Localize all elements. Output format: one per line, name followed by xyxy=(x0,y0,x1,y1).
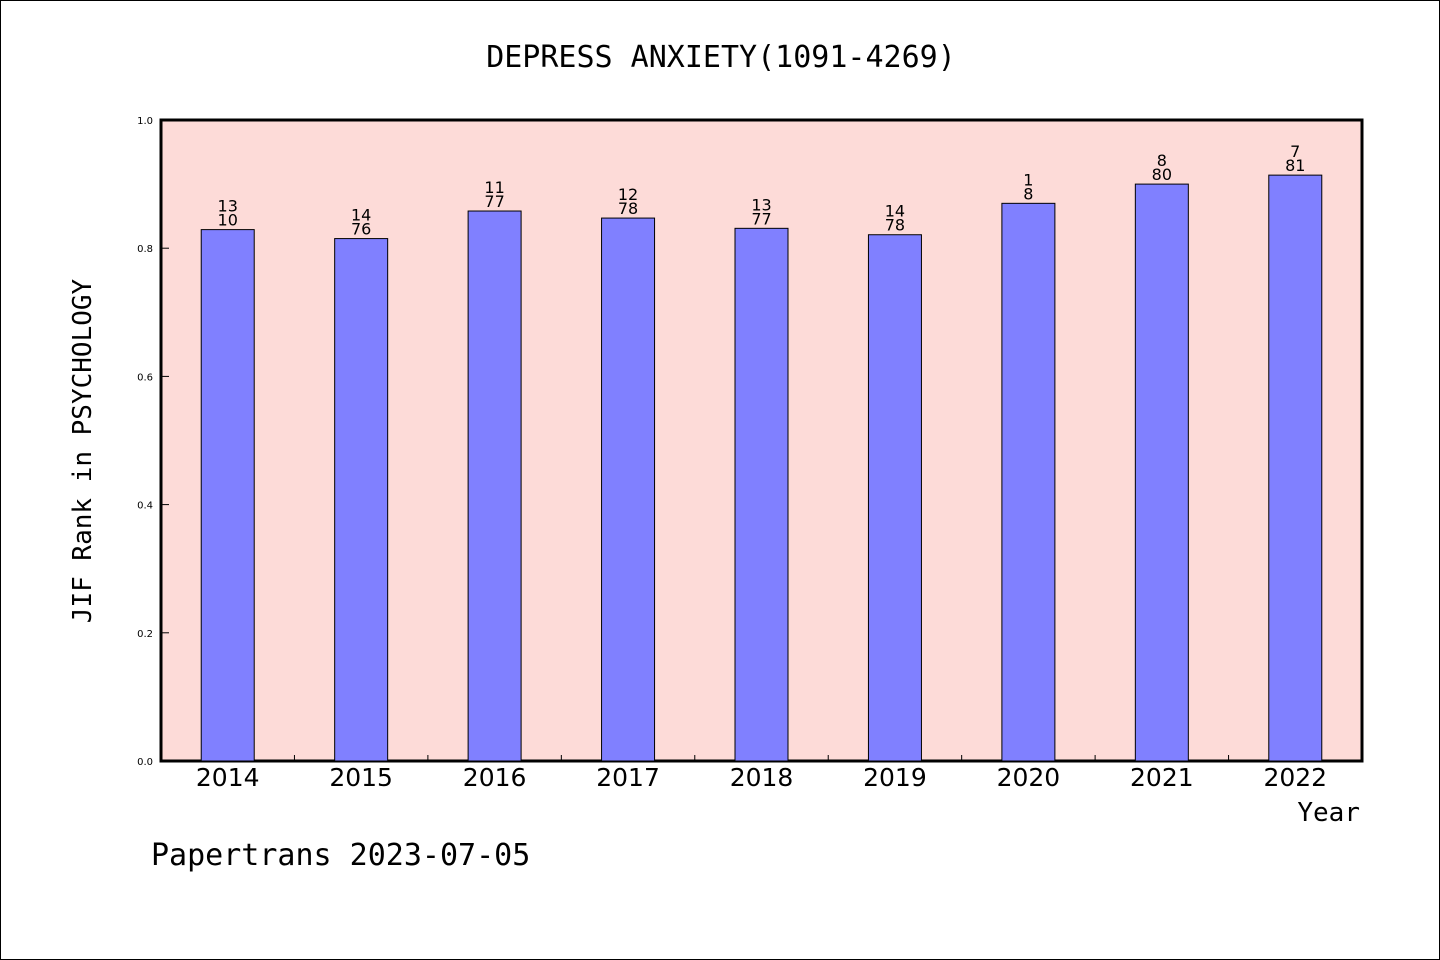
x-tick-label-2021: 2021 xyxy=(1130,763,1194,792)
rank-label-2017: 12 xyxy=(618,185,638,204)
total-label-2015: 76 xyxy=(351,220,371,239)
bar-2021 xyxy=(1134,183,1189,762)
x-tick-label-2017: 2017 xyxy=(596,763,660,792)
chart-title: DEPRESS ANXIETY(1091-4269) xyxy=(486,40,956,75)
total-label-2019: 78 xyxy=(885,216,905,235)
x-tick-label-2016: 2016 xyxy=(463,763,527,792)
rank-label-2019: 14 xyxy=(885,202,905,221)
bar-2015 xyxy=(334,238,389,762)
rank-label-2016: 11 xyxy=(484,178,504,197)
y-tick-label: 0.4 xyxy=(137,501,153,512)
rank-label-2018: 13 xyxy=(751,195,771,214)
total-label-2016: 77 xyxy=(484,192,504,211)
total-label-2018: 77 xyxy=(751,209,771,228)
bar-2022 xyxy=(1268,174,1323,762)
bar-2019 xyxy=(867,234,922,762)
total-label-2017: 78 xyxy=(618,199,638,218)
x-ticks-group: 2014 2015 2016 2017 2018 2019 2020 2021 2022 xyxy=(196,755,1327,792)
y-axis-title: JIF Rank in PSYCHOLOGY xyxy=(68,278,98,623)
total-label-2014: 10 xyxy=(218,211,238,230)
rank-label-2022: 7 xyxy=(1290,142,1300,161)
bars-group xyxy=(200,174,1323,762)
y-tick-label: 0.8 xyxy=(137,244,153,255)
rank-label-2020: 1 xyxy=(1023,170,1033,189)
total-label-2021: 80 xyxy=(1152,165,1172,184)
x-tick-label-2015: 2015 xyxy=(329,763,393,792)
x-axis-title: Year xyxy=(1297,798,1360,828)
bar-2016 xyxy=(467,210,522,762)
y-tick-label: 1.0 xyxy=(137,116,153,127)
x-tick-label-2020: 2020 xyxy=(997,763,1061,792)
y-ticks-group: 0.0 0.2 0.4 0.6 0.8 1.0 xyxy=(137,116,169,768)
bar-2014 xyxy=(200,229,255,762)
rank-label-2014: 13 xyxy=(218,197,238,216)
x-tick-label-2022: 2022 xyxy=(1263,763,1327,792)
y-tick-label: 0.2 xyxy=(137,629,153,640)
total-label-2022: 81 xyxy=(1285,156,1305,175)
bar-2017 xyxy=(601,217,656,762)
x-tick-label-2014: 2014 xyxy=(196,763,260,792)
x-tick-label-2019: 2019 xyxy=(863,763,927,792)
x-tick-label-2018: 2018 xyxy=(730,763,794,792)
rank-label-2015: 14 xyxy=(351,206,371,225)
rank-label-2021: 8 xyxy=(1157,151,1167,170)
bar-2020 xyxy=(1001,202,1056,762)
total-label-2020: 8 xyxy=(1023,184,1033,203)
footer-watermark: Papertrans 2023-07-05 xyxy=(151,838,530,873)
y-tick-label: 0.6 xyxy=(137,372,153,383)
y-tick-label: 0.0 xyxy=(137,757,153,768)
bar-2018 xyxy=(734,227,789,762)
